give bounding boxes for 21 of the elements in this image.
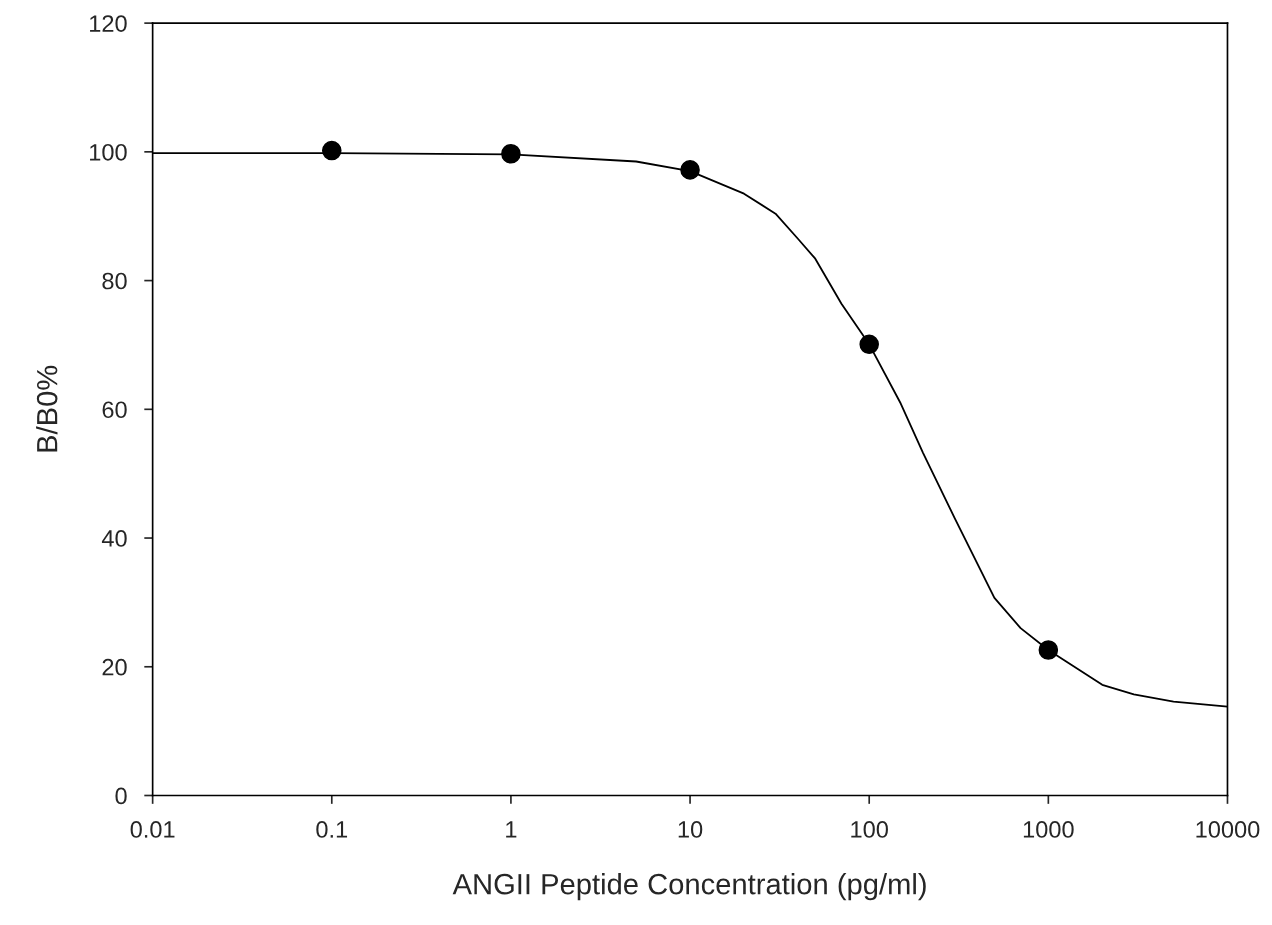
point <box>1038 640 1059 660</box>
x-tick-label: 10000 <box>1196 821 1260 838</box>
y-tick-label: 100 <box>90 143 127 161</box>
x-tick-label: 10 <box>678 821 703 838</box>
y-tick-label: 0 <box>115 787 127 805</box>
y-tick-label: 80 <box>102 272 127 290</box>
point <box>501 144 521 164</box>
y-tick-label: 20 <box>102 658 127 676</box>
point <box>322 140 342 161</box>
y-axis-title: B/B0% <box>36 365 58 452</box>
x-tick-label: 0.01 <box>130 821 175 838</box>
x-tick-label: 100 <box>851 821 888 838</box>
x-tick-label: 1000 <box>1023 821 1074 838</box>
x-tick-label: 1 <box>506 821 517 838</box>
x-tick-label: 0.1 <box>316 821 348 838</box>
y-tick-label: 120 <box>90 15 127 32</box>
point <box>680 160 700 180</box>
point <box>859 334 879 355</box>
y-tick-label: 40 <box>101 530 127 547</box>
x-axis-title: ANGII Peptide Concentration (pg/ml) <box>452 873 926 901</box>
y-tick-label: 60 <box>102 401 127 419</box>
